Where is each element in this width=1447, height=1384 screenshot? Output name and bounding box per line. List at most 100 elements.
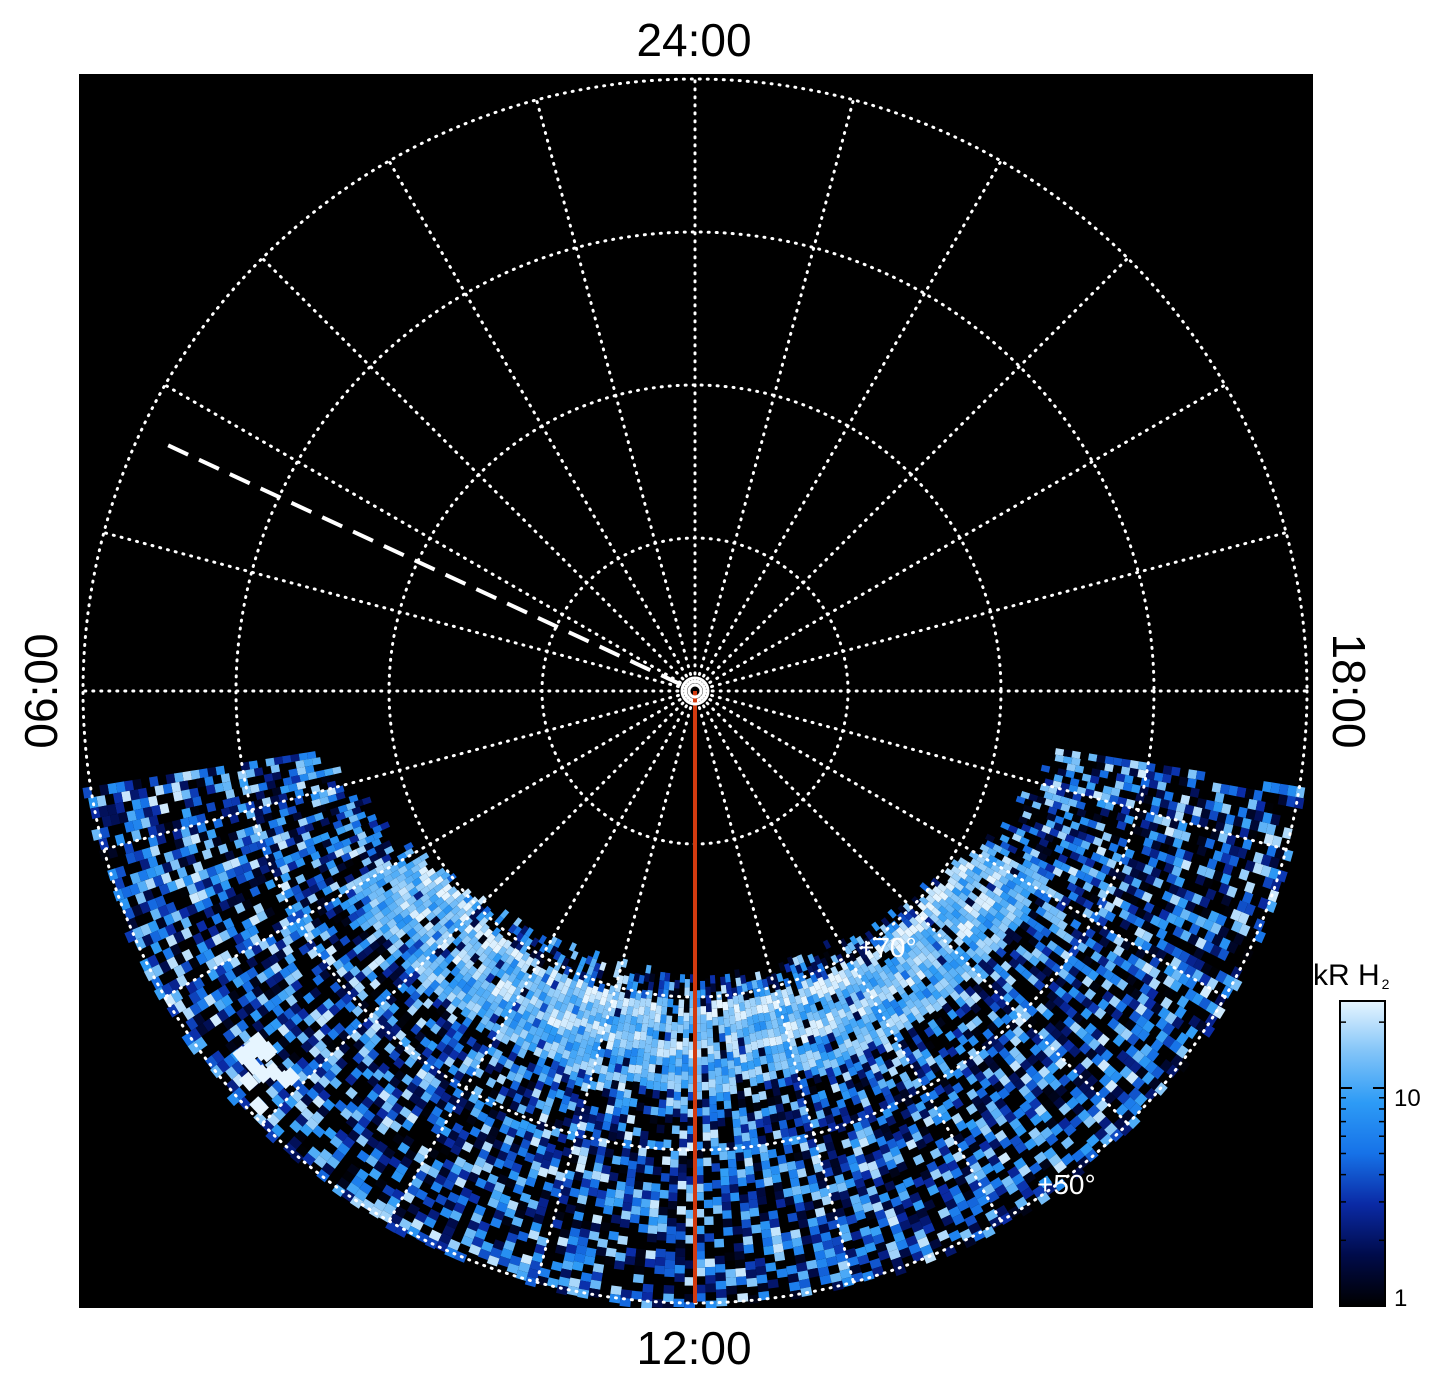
emission-cell [723, 1100, 732, 1110]
emission-cell [481, 1141, 494, 1153]
emission-cell [399, 1155, 413, 1169]
emission-cell [361, 902, 373, 914]
emission-cell [487, 959, 498, 970]
emission-cell [788, 1169, 799, 1180]
emission-cell [388, 1002, 400, 1015]
emission-cell [259, 863, 271, 875]
emission-cell [769, 1113, 779, 1123]
emission-cell [735, 1073, 744, 1084]
emission-cell [604, 1255, 616, 1266]
emission-cell [344, 873, 355, 884]
emission-cell [401, 1011, 413, 1023]
emission-cell [473, 1099, 486, 1111]
emission-cell [478, 916, 489, 927]
emission-cell [475, 1022, 486, 1033]
emission-cell [222, 798, 233, 809]
emission-cell [413, 939, 424, 950]
emission-cell [477, 973, 488, 984]
emission-cell [575, 1162, 586, 1174]
emission-cell [659, 971, 666, 981]
emission-cell [192, 796, 203, 807]
emission-cell [720, 1184, 731, 1194]
emission-cell [502, 991, 513, 1003]
emission-cell [322, 998, 335, 1010]
emission-cell [465, 1000, 476, 1011]
emission-cell [752, 1162, 763, 1172]
emission-cell [744, 1157, 754, 1167]
emission-cell [487, 950, 497, 961]
emission-cell [577, 1154, 588, 1165]
emission-cell [584, 1022, 593, 1033]
emission-cell [531, 1252, 544, 1263]
emission-cell [618, 991, 626, 1001]
emission-cell [708, 1087, 717, 1097]
emission-cell [711, 1000, 718, 1009]
emission-cell [426, 880, 438, 891]
emission-cell [349, 1030, 362, 1042]
emission-cell [419, 852, 430, 862]
emission-cell [567, 1235, 579, 1246]
emission-cell [382, 1184, 396, 1198]
emission-cell [288, 768, 299, 778]
emission-cell [283, 1018, 297, 1031]
emission-cell [620, 1156, 630, 1166]
emission-cell [431, 998, 443, 1009]
emission-cell [605, 1188, 616, 1199]
emission-cell [701, 1056, 709, 1066]
emission-cell [415, 1068, 428, 1080]
emission-cell [195, 777, 206, 788]
emission-cell [550, 1157, 561, 1168]
emission-cell [704, 1233, 715, 1242]
emission-cell [435, 888, 446, 899]
emission-cell [498, 998, 508, 1010]
emission-cell [222, 1017, 235, 1031]
emission-cell [512, 965, 522, 976]
emission-cell [391, 1087, 404, 1100]
emission-cell [239, 971, 252, 984]
emission-cell [594, 1197, 606, 1208]
emission-cell [542, 1041, 553, 1053]
emission-cell [310, 926, 322, 938]
emission-cell [659, 1022, 666, 1032]
emission-cell [392, 905, 404, 916]
emission-cell [593, 1120, 604, 1131]
emission-cell [506, 1087, 517, 1099]
emission-cell [249, 1009, 263, 1023]
emission-cell [517, 979, 527, 990]
emission-cell [181, 807, 192, 819]
emission-cell [629, 1097, 638, 1108]
emission-cell [736, 1028, 744, 1039]
emission-cell [672, 1108, 681, 1118]
emission-cell [502, 1016, 513, 1027]
emission-cell [666, 1234, 677, 1244]
emission-cell [662, 989, 669, 999]
emission-cell [188, 991, 201, 1005]
emission-cell [319, 930, 331, 942]
emission-cell [532, 1213, 545, 1225]
emission-cell [594, 1056, 604, 1066]
emission-cell [178, 886, 190, 899]
emission-cell [101, 815, 113, 828]
emission-cell [368, 1000, 380, 1013]
emission-cell [635, 1163, 646, 1174]
emission-cell [300, 1107, 314, 1121]
emission-cell [680, 1105, 688, 1114]
emission-cell [271, 1079, 285, 1093]
emission-cell [394, 1043, 406, 1055]
emission-cell [743, 1244, 755, 1254]
emission-cell [603, 1079, 613, 1090]
emission-cell [335, 1057, 348, 1070]
emission-cell [395, 1017, 407, 1029]
emission-cell [456, 1194, 470, 1207]
emission-cell [440, 930, 452, 941]
emission-cell [641, 1060, 650, 1070]
emission-cell [488, 939, 499, 950]
emission-cell [549, 945, 559, 956]
emission-cell [486, 1045, 497, 1057]
emission-cell [571, 1062, 581, 1073]
emission-cell [166, 956, 179, 970]
emission-cell [217, 973, 230, 987]
emission-cell [367, 813, 378, 823]
emission-cell [374, 843, 385, 854]
